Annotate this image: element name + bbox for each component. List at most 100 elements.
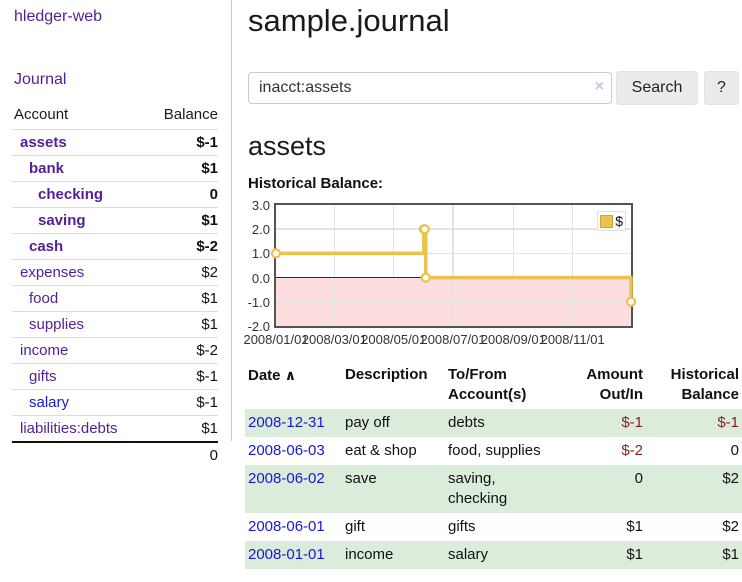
transaction-row: 2008-12-31 pay off debts $-1 $-1	[245, 409, 742, 437]
data-point	[420, 272, 431, 283]
transaction-amount: 0	[634, 470, 643, 487]
y-tick-label: 0.0	[251, 270, 270, 286]
x-tick-label: 2008/07/01	[420, 332, 486, 347]
account-link-assets[interactable]: assets	[20, 134, 67, 151]
y-tick-label: 1.0	[251, 246, 270, 262]
account-balance: $-2	[196, 238, 218, 255]
y-tick-label: 3.0	[251, 198, 270, 213]
account-link-income[interactable]: income	[20, 342, 69, 359]
vertical-grid-line	[512, 205, 515, 326]
transaction-row: 2008-06-03 eat & shop food, supplies $-2…	[245, 437, 742, 465]
balance-series-line	[270, 224, 637, 307]
account-row: saving $1	[12, 207, 218, 234]
account-balance: $1	[201, 316, 218, 333]
transaction-date-link[interactable]: 2008-12-31	[248, 414, 325, 431]
vertical-grid-line	[452, 205, 454, 326]
account-link-expenses[interactable]: expenses	[20, 264, 85, 281]
account-row: supplies $1	[12, 311, 218, 338]
x-tick-label: 2008/05/01	[361, 332, 427, 347]
account-balance: $1	[201, 160, 218, 177]
account-balance: $1	[201, 420, 218, 437]
transaction-row: 2008-06-02 save saving, checking 0 $2	[245, 465, 742, 513]
transaction-description: eat & shop	[345, 442, 417, 459]
transaction-accounts: gifts	[448, 518, 476, 535]
chart-legend: $	[597, 211, 626, 231]
column-header-date[interactable]: Date ∧	[248, 367, 297, 384]
account-link-bank[interactable]: bank	[29, 160, 65, 177]
transaction-date-link[interactable]: 2008-06-01	[248, 518, 325, 535]
vertical-grid-line	[392, 205, 395, 326]
transaction-date-link[interactable]: 2008-06-03	[248, 442, 325, 459]
account-link-liabilities-debts[interactable]: liabilities:debts	[20, 420, 118, 437]
account-row: bank $1	[12, 155, 218, 182]
transaction-row: 2008-06-01 gift gifts $1 $2	[245, 513, 742, 541]
page-title: sample.journal	[248, 3, 450, 38]
account-balance: $-2	[196, 342, 218, 359]
accounts-table: Account Balance assets $-1 bank $1 checkin…	[12, 102, 218, 468]
accounts-total-row: 0	[12, 442, 218, 468]
account-row: food $1	[12, 285, 218, 312]
legend-label: $	[615, 213, 623, 229]
column-header-description: Description	[345, 366, 428, 383]
vertical-grid-line	[571, 205, 574, 326]
column-header-balance: Historical Balance	[670, 366, 739, 403]
accounts-column-account: Account	[14, 106, 69, 123]
account-link-checking[interactable]: checking	[38, 186, 104, 203]
transaction-balance: $-1	[717, 414, 739, 431]
search-button[interactable]: Search	[616, 71, 698, 105]
account-link-supplies[interactable]: supplies	[29, 316, 85, 333]
sidebar-item-journal[interactable]: Journal	[14, 71, 67, 88]
transaction-amount: $1	[626, 518, 643, 535]
account-row: liabilities:debts $1	[12, 415, 218, 443]
transaction-accounts: saving, checking	[448, 470, 508, 507]
search-input[interactable]	[248, 72, 612, 104]
sidebar-divider	[231, 0, 232, 441]
account-row: salary $-1	[12, 389, 218, 416]
transaction-description: pay off	[345, 414, 390, 431]
search-form: × Search ?	[245, 71, 742, 105]
sort-ascending-icon: ∧	[284, 367, 297, 383]
help-button[interactable]: ?	[704, 71, 739, 105]
account-balance: $-1	[196, 394, 218, 411]
x-tick-label: 2008/09/01	[480, 332, 546, 347]
transaction-accounts: salary	[448, 546, 489, 563]
account-balance: 0	[209, 186, 218, 203]
account-link-gifts[interactable]: gifts	[29, 368, 57, 385]
account-row: cash $-2	[12, 233, 218, 260]
transactions-table: Date ∧ Description To/From Account(s) Am…	[245, 361, 742, 569]
transaction-amount: $-2	[621, 442, 643, 459]
accounts-total-value: 0	[209, 447, 218, 464]
chart-plot-area: $	[270, 203, 637, 328]
account-balance: $-1	[196, 134, 218, 151]
transaction-amount: $1	[626, 546, 643, 563]
sidebar: hledger-web Journal Account Balance asse…	[0, 0, 231, 468]
account-balance: $-1	[196, 368, 218, 385]
y-tick-label: 2.0	[251, 222, 270, 238]
y-tick-label: -1.0	[247, 294, 270, 310]
account-row: assets $-1	[12, 129, 218, 156]
column-header-amount: Amount Out/In	[586, 366, 643, 403]
transaction-date-link[interactable]: 2008-06-02	[248, 470, 325, 487]
account-link-saving[interactable]: saving	[38, 212, 86, 229]
transaction-accounts: debts	[448, 414, 485, 431]
account-link-food[interactable]: food	[29, 290, 59, 307]
data-point	[419, 224, 430, 235]
transaction-row: 2008-01-01 income salary $1 $1	[245, 541, 742, 569]
account-row: gifts $-1	[12, 363, 218, 390]
transaction-date-link[interactable]: 2008-01-01	[248, 546, 325, 563]
x-tick-label: 2008/01/01	[243, 332, 309, 347]
accounts-header-row: Account Balance	[12, 102, 218, 130]
account-row: expenses $2	[12, 259, 218, 286]
main-content: sample.journal × Search ? assets Histori…	[243, 0, 742, 569]
app-title-link[interactable]: hledger-web	[14, 8, 103, 25]
account-balance: $1	[201, 212, 218, 229]
y-tick-label: -2.0	[247, 319, 270, 334]
transaction-amount: $-1	[621, 414, 643, 431]
accounts-column-balance: Balance	[163, 106, 218, 123]
account-link-salary[interactable]: salary	[29, 394, 70, 411]
data-point	[625, 296, 637, 307]
account-link-cash[interactable]: cash	[29, 238, 64, 255]
chart-title: Historical Balance:	[248, 175, 384, 192]
clear-search-icon[interactable]: ×	[594, 78, 604, 95]
transaction-balance: $1	[722, 546, 739, 563]
